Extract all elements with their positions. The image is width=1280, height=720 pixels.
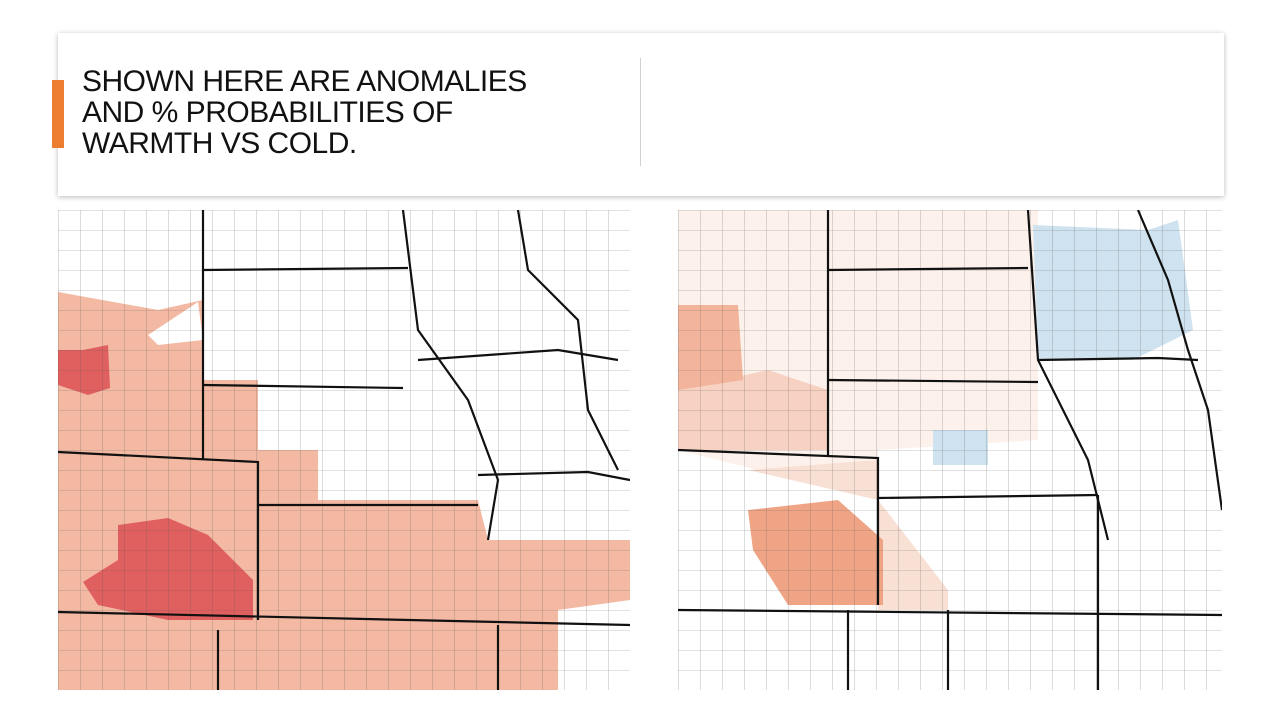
title-card [58, 33, 1224, 196]
anomaly-map [58, 210, 630, 690]
slide-title: SHOWN HERE ARE ANOMALIES AND % PROBABILI… [82, 66, 527, 159]
divider [640, 58, 641, 166]
accent-bar [52, 80, 64, 148]
title-line: SHOWN HERE ARE ANOMALIES [82, 65, 527, 98]
title-line: WARMTH VS COLD. [82, 127, 357, 160]
title-line: AND % PROBABILITIES OF [82, 96, 453, 129]
probability-map [678, 210, 1222, 690]
